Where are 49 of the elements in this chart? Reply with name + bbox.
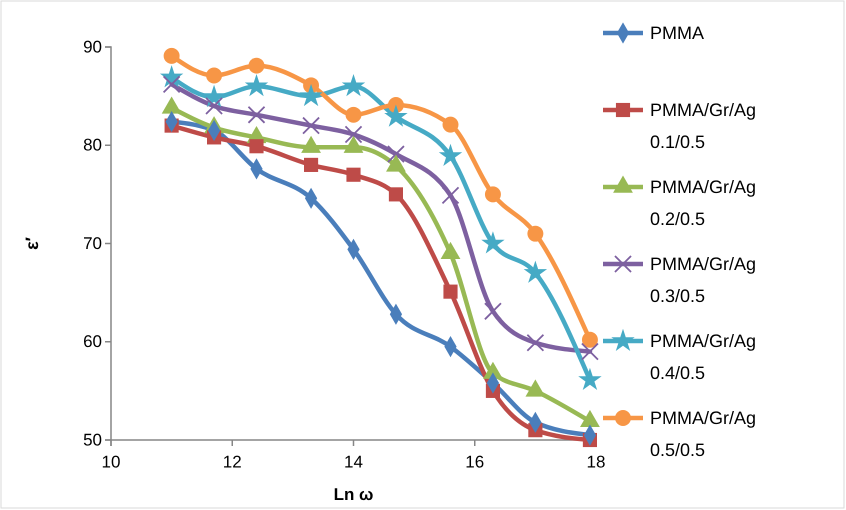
point [299, 84, 323, 106]
point [344, 126, 362, 144]
x-tick-label: 18 [586, 452, 606, 472]
point [438, 144, 462, 166]
point [248, 58, 264, 74]
point [304, 158, 318, 172]
point [346, 168, 361, 182]
legend-label: PMMA/Gr/Ag 0.3/0.5 [650, 254, 756, 306]
point [578, 368, 602, 390]
point [484, 186, 501, 202]
point [384, 104, 408, 127]
y-axis-title: ε′ [22, 237, 42, 250]
point [526, 334, 544, 352]
point [164, 48, 180, 64]
point [205, 97, 223, 115]
point [484, 302, 502, 320]
y-tick-label: 60 [83, 332, 102, 352]
legend-label: PMMA/Gr/Ag 0.2/0.5 [650, 177, 756, 229]
legend-label: PMMA [650, 23, 704, 43]
point [582, 332, 598, 348]
x-tick-label: 16 [465, 452, 484, 472]
point [244, 74, 268, 96]
point [388, 187, 404, 202]
y-tick-label: 80 [83, 136, 102, 155]
point [387, 145, 405, 164]
legend-label: PMMA/Gr/Ag 0.1/0.5 [650, 100, 756, 152]
legend-label: PMMA/Gr/Ag 0.4/0.5 [650, 331, 756, 383]
point [202, 84, 226, 108]
y-tick-label: 70 [83, 234, 102, 253]
x-tick-label: 14 [344, 452, 363, 472]
point [442, 116, 458, 133]
x-tick-label: 12 [222, 452, 242, 472]
point [581, 342, 599, 361]
legend-label: PMMA/Gr/Ag 0.5/0.5 [650, 408, 756, 460]
point [248, 106, 266, 124]
point [302, 116, 320, 135]
point [443, 284, 458, 299]
point [342, 74, 366, 96]
point [206, 68, 222, 84]
point [346, 106, 362, 123]
x-tick-label: 10 [102, 452, 120, 472]
point [524, 260, 548, 283]
point [249, 139, 264, 154]
y-tick-label: 50 [83, 430, 102, 450]
point [481, 231, 505, 254]
x-axis-title: Ln ω [334, 485, 374, 504]
point [442, 186, 460, 204]
y-tick-label: 90 [83, 37, 102, 56]
point [527, 226, 544, 242]
